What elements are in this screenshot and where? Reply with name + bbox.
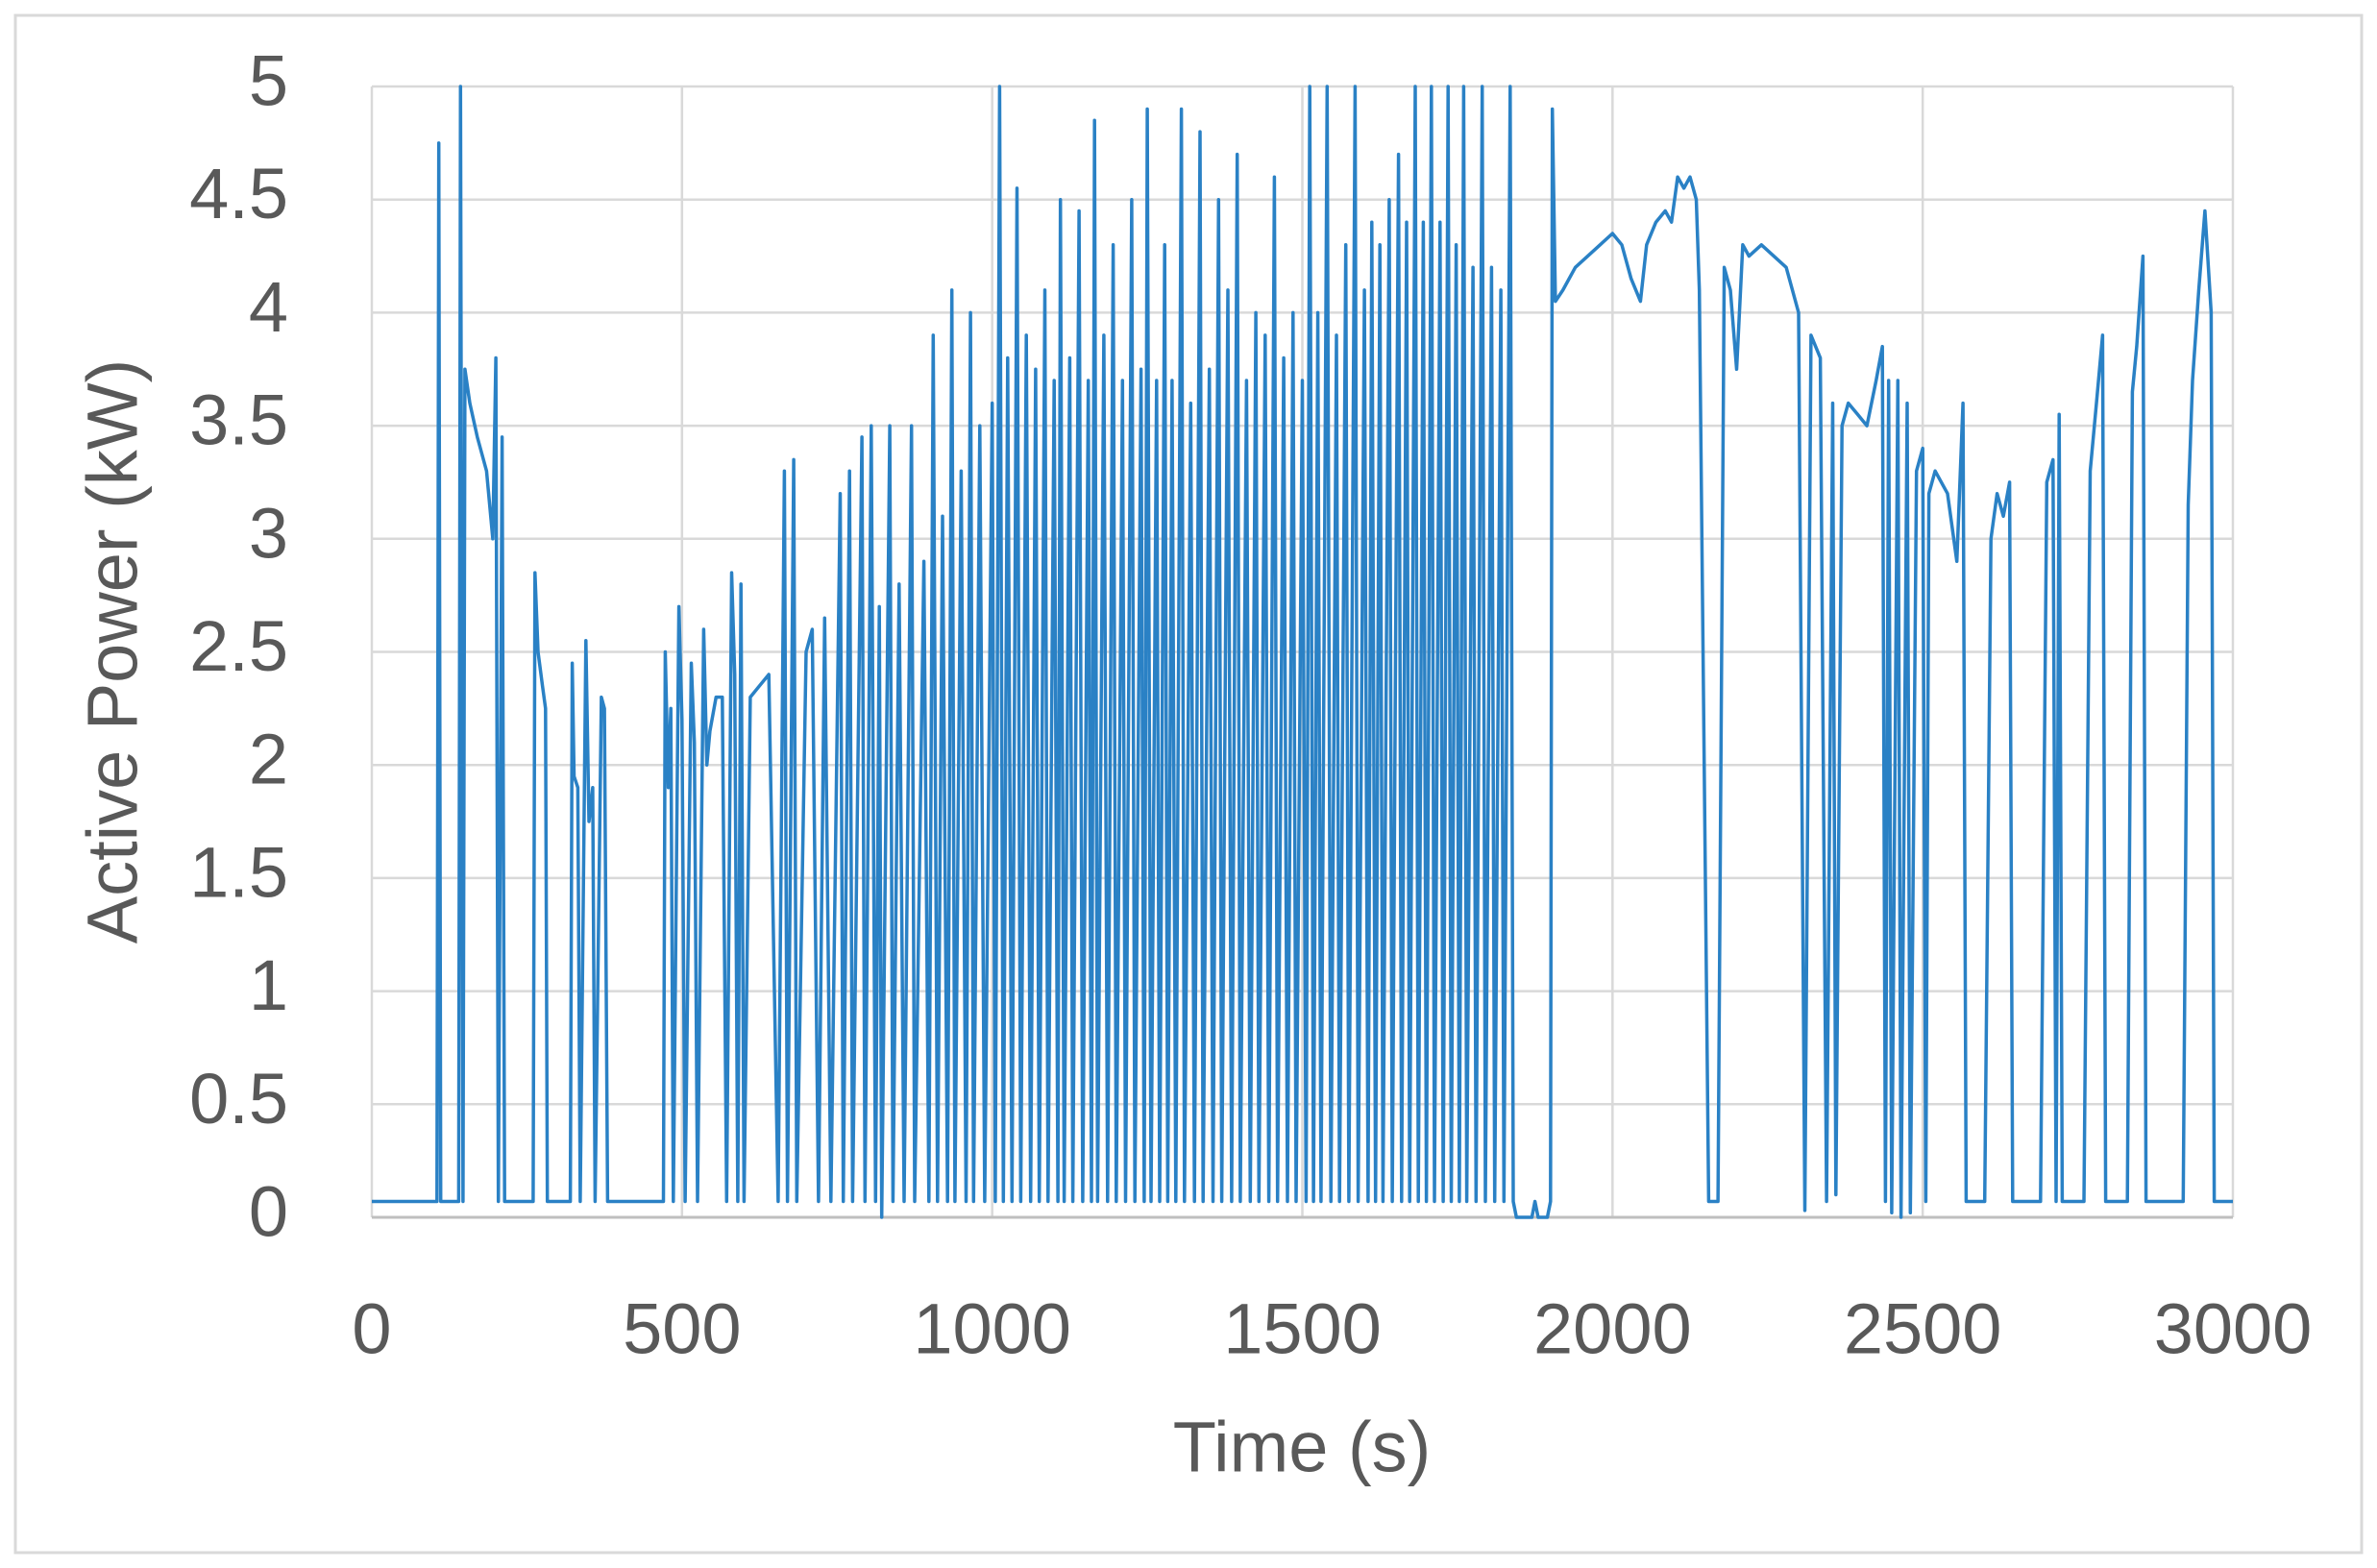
- y-tick-label: 3.5: [189, 380, 288, 460]
- x-tick-label: 1500: [1223, 1289, 1382, 1369]
- y-tick-label: 3: [249, 493, 288, 573]
- x-tick-label: 0: [352, 1289, 391, 1369]
- x-tick-label: 2500: [1844, 1289, 2002, 1369]
- x-tick-label: 500: [623, 1289, 741, 1369]
- y-tick-label: 0: [249, 1172, 288, 1252]
- y-tick-label: 2.5: [189, 606, 288, 686]
- y-tick-label: 2: [249, 720, 288, 799]
- y-tick-label: 5: [249, 41, 288, 121]
- data-line: [372, 85, 2233, 1219]
- y-axis-title: Active Power (kW): [73, 359, 153, 944]
- y-tick-label: 0.5: [189, 1059, 288, 1139]
- x-tick-label: 1000: [913, 1289, 1071, 1369]
- y-tick-label: 1.5: [189, 832, 288, 912]
- y-tick-label: 1: [249, 945, 288, 1025]
- y-tick-label: 4.5: [189, 154, 288, 233]
- x-tick-label: 3000: [2154, 1289, 2313, 1369]
- y-tick-label: 4: [249, 267, 288, 347]
- x-axis-title: Time (s): [1173, 1408, 1432, 1487]
- x-tick-label: 2000: [1533, 1289, 1692, 1369]
